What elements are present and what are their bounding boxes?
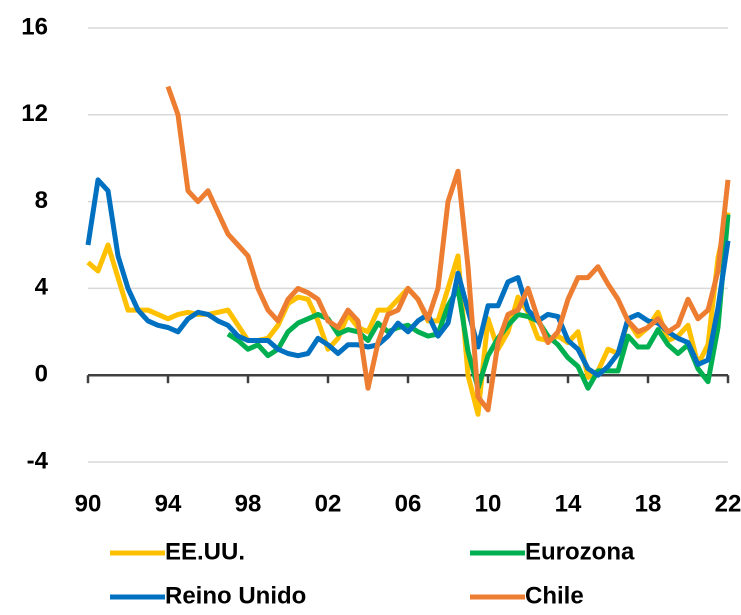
x-tick-label: 14 (555, 490, 582, 517)
series-line (85, 177, 731, 378)
legend-label: Chile (525, 582, 584, 609)
x-tick-label: 98 (235, 490, 262, 517)
y-tick-label: 12 (21, 100, 48, 127)
x-tick-label: 18 (635, 490, 662, 517)
legend-label: EE.UU. (165, 538, 245, 565)
x-tick-label: 10 (475, 490, 502, 517)
x-tick-label: 02 (315, 490, 342, 517)
x-tick-label: 94 (155, 490, 182, 517)
x-tick-label: 06 (395, 490, 422, 517)
series-line (165, 85, 731, 413)
series-line (226, 214, 731, 391)
y-tick-label: 0 (35, 361, 48, 388)
y-tick-label: -4 (27, 447, 49, 474)
y-tick-label: 8 (35, 187, 48, 214)
series-line (86, 211, 731, 417)
x-tick-label: 90 (75, 490, 102, 517)
y-tick-label: 16 (21, 13, 48, 40)
legend-label: Eurozona (525, 538, 635, 565)
legend-label: Reino Unido (165, 582, 306, 609)
y-tick-label: 4 (35, 274, 49, 301)
x-tick-label: 22 (715, 490, 741, 517)
